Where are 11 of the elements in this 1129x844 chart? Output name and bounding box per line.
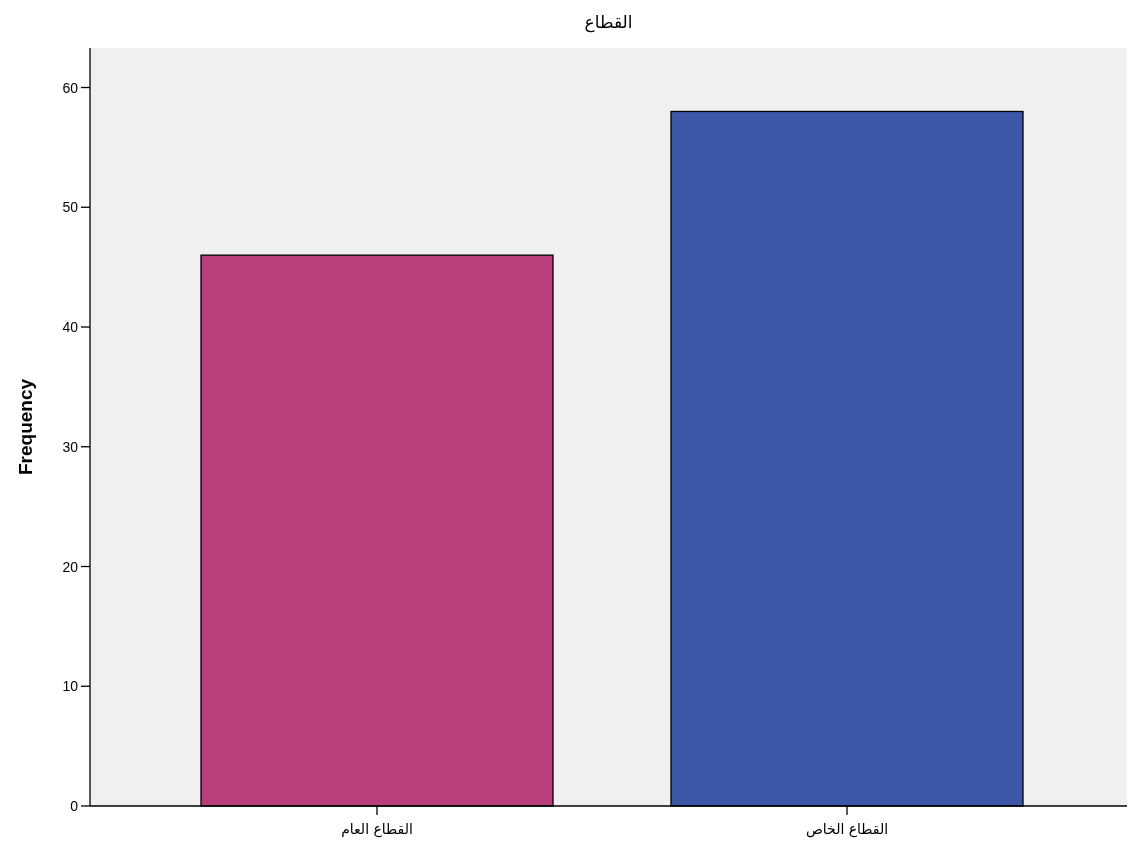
- x-tick-label: القطاع الخاص: [805, 821, 889, 838]
- x-tick-label: القطاع العام: [341, 821, 413, 838]
- y-tick-label: 50: [62, 199, 79, 216]
- y-tick-label: 40: [62, 319, 79, 336]
- y-tick-label: 20: [62, 558, 79, 575]
- y-tick-label: 60: [62, 79, 79, 96]
- y-tick-label: 10: [62, 678, 79, 695]
- y-tick-label: 30: [62, 438, 79, 455]
- chart-title: القطاع: [584, 12, 633, 33]
- y-axis-title: Frequency: [15, 378, 36, 476]
- y-tick-label: 0: [70, 798, 79, 814]
